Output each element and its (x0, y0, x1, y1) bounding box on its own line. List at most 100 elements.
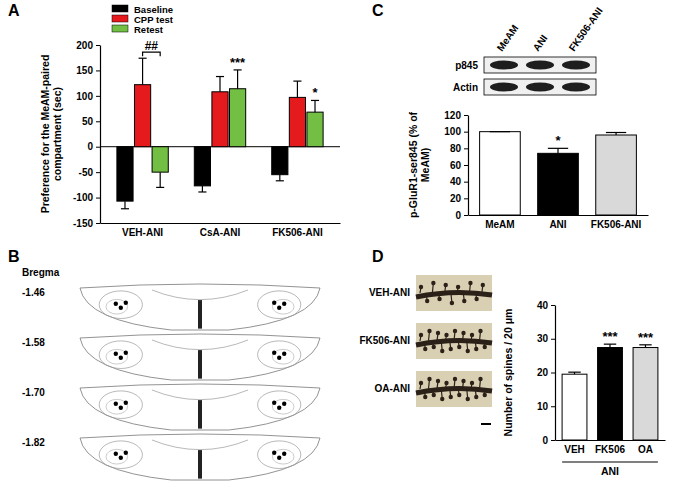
y-tick: 10 (537, 401, 555, 412)
spine-head (466, 349, 470, 353)
y-tick: 20 (450, 193, 468, 204)
western-blot: MeAMANIFK506-ANIp845Actin (453, 5, 605, 95)
y-tick-label: 40 (537, 300, 549, 311)
y-axis-title: Number of spines / 20 μm (502, 309, 514, 437)
spine-head (481, 283, 485, 287)
y-tick: -100 (73, 192, 100, 203)
y-tick-mark (551, 339, 555, 340)
y-tick-mark (551, 305, 555, 306)
y-tick: 0 (542, 435, 555, 446)
x-tick-label: ANI (549, 219, 566, 230)
x-tick-label: CsA-ANI (200, 227, 241, 238)
y-tick: 150 (76, 65, 100, 76)
injection-site (282, 402, 286, 406)
spine-head (474, 395, 478, 399)
y-tick: 80 (450, 143, 468, 154)
spine-head (423, 395, 427, 399)
significance-label: ## (145, 39, 159, 53)
section-region (99, 341, 142, 369)
spine-head (474, 347, 478, 351)
bar (289, 97, 305, 146)
marks (562, 344, 658, 440)
section-outline (80, 334, 320, 380)
figure: -150-100-50050100150200VEH-ANICsA-ANIFK5… (0, 0, 675, 490)
injection-site (282, 302, 286, 306)
injection-site (272, 301, 276, 305)
spine-head (431, 281, 435, 285)
y-axis-title-line: Preference for the MeAM-paired (39, 55, 51, 214)
spine-head (466, 397, 470, 401)
spine-head (483, 345, 487, 349)
injection-site (277, 406, 281, 410)
y-tick: 0 (455, 210, 468, 221)
injection-site (114, 402, 118, 406)
y-tick: 40 (450, 176, 468, 187)
significance-label: * (555, 133, 561, 148)
x-tick-label: OA (638, 444, 653, 455)
section-ventricle (198, 400, 202, 429)
blot-band (526, 61, 554, 70)
y-tick-mark (464, 198, 468, 199)
error-bar-stem (314, 100, 315, 112)
spine-head (457, 393, 461, 397)
blot-column-label: ANI (531, 33, 550, 54)
spine-head (470, 381, 474, 385)
error-bar-cap (568, 372, 580, 373)
legend-swatch (112, 5, 128, 12)
y-tick: -50 (79, 167, 100, 178)
error-bar-stem (142, 58, 143, 84)
y-axis-line (555, 306, 556, 441)
bregma-level: -1.46 (22, 287, 45, 298)
error-bar-stem (297, 81, 298, 97)
micrograph-background (416, 371, 492, 407)
error-bar-cap (276, 180, 284, 181)
scale-bar (481, 423, 491, 425)
error-bar (311, 100, 319, 112)
section-inner (152, 290, 248, 300)
error-bar (121, 201, 129, 209)
y-tick-label: 20 (537, 367, 549, 378)
error-bar (606, 133, 626, 136)
y-axis-title-line: MeAM) (419, 148, 431, 182)
y-tick: 100 (444, 126, 468, 137)
injection-site (272, 401, 276, 405)
spine-head (468, 281, 472, 285)
bar (230, 89, 246, 147)
y-tick-mark (96, 70, 100, 71)
spine-head (456, 285, 460, 289)
spine-head (453, 329, 457, 333)
section-region (106, 449, 128, 464)
section-inner (152, 390, 248, 400)
injection-site (119, 356, 123, 360)
y-tick-label: 100 (444, 126, 461, 137)
spine-head (427, 377, 431, 381)
y-tick-label: 40 (450, 176, 462, 187)
y-axis-title-line: compartment (sec) (51, 87, 63, 181)
legend: BaselineCPP testRetest (112, 4, 174, 35)
injection-site (272, 451, 276, 455)
section-outline (80, 384, 320, 430)
y-tick-mark (96, 223, 100, 224)
brain-section (80, 384, 320, 430)
x-tick: ANI (549, 219, 566, 230)
blot-band (526, 83, 554, 92)
section-ventricle (198, 450, 202, 479)
error-bar-stem (557, 148, 558, 153)
error-bar-cap (490, 131, 510, 132)
section-inner (152, 340, 248, 350)
injection-site (124, 451, 128, 455)
x-tick: MeAM (485, 219, 514, 230)
bregma-level: -1.82 (22, 437, 45, 448)
micrograph-label: VEH-ANI (369, 287, 410, 298)
y-tick-label: 0 (87, 141, 93, 152)
error-bar-cap (606, 132, 626, 133)
section-inner (152, 440, 248, 450)
micrograph (416, 275, 492, 311)
spine-head (419, 333, 423, 337)
section-region (99, 291, 142, 319)
section-region (106, 349, 128, 364)
y-tick: 120 (444, 110, 468, 121)
x-axis: VEH-ANICsA-ANIFK506-ANI (101, 224, 341, 239)
error-bar-stem (124, 201, 125, 209)
y-axis-line (468, 116, 469, 216)
